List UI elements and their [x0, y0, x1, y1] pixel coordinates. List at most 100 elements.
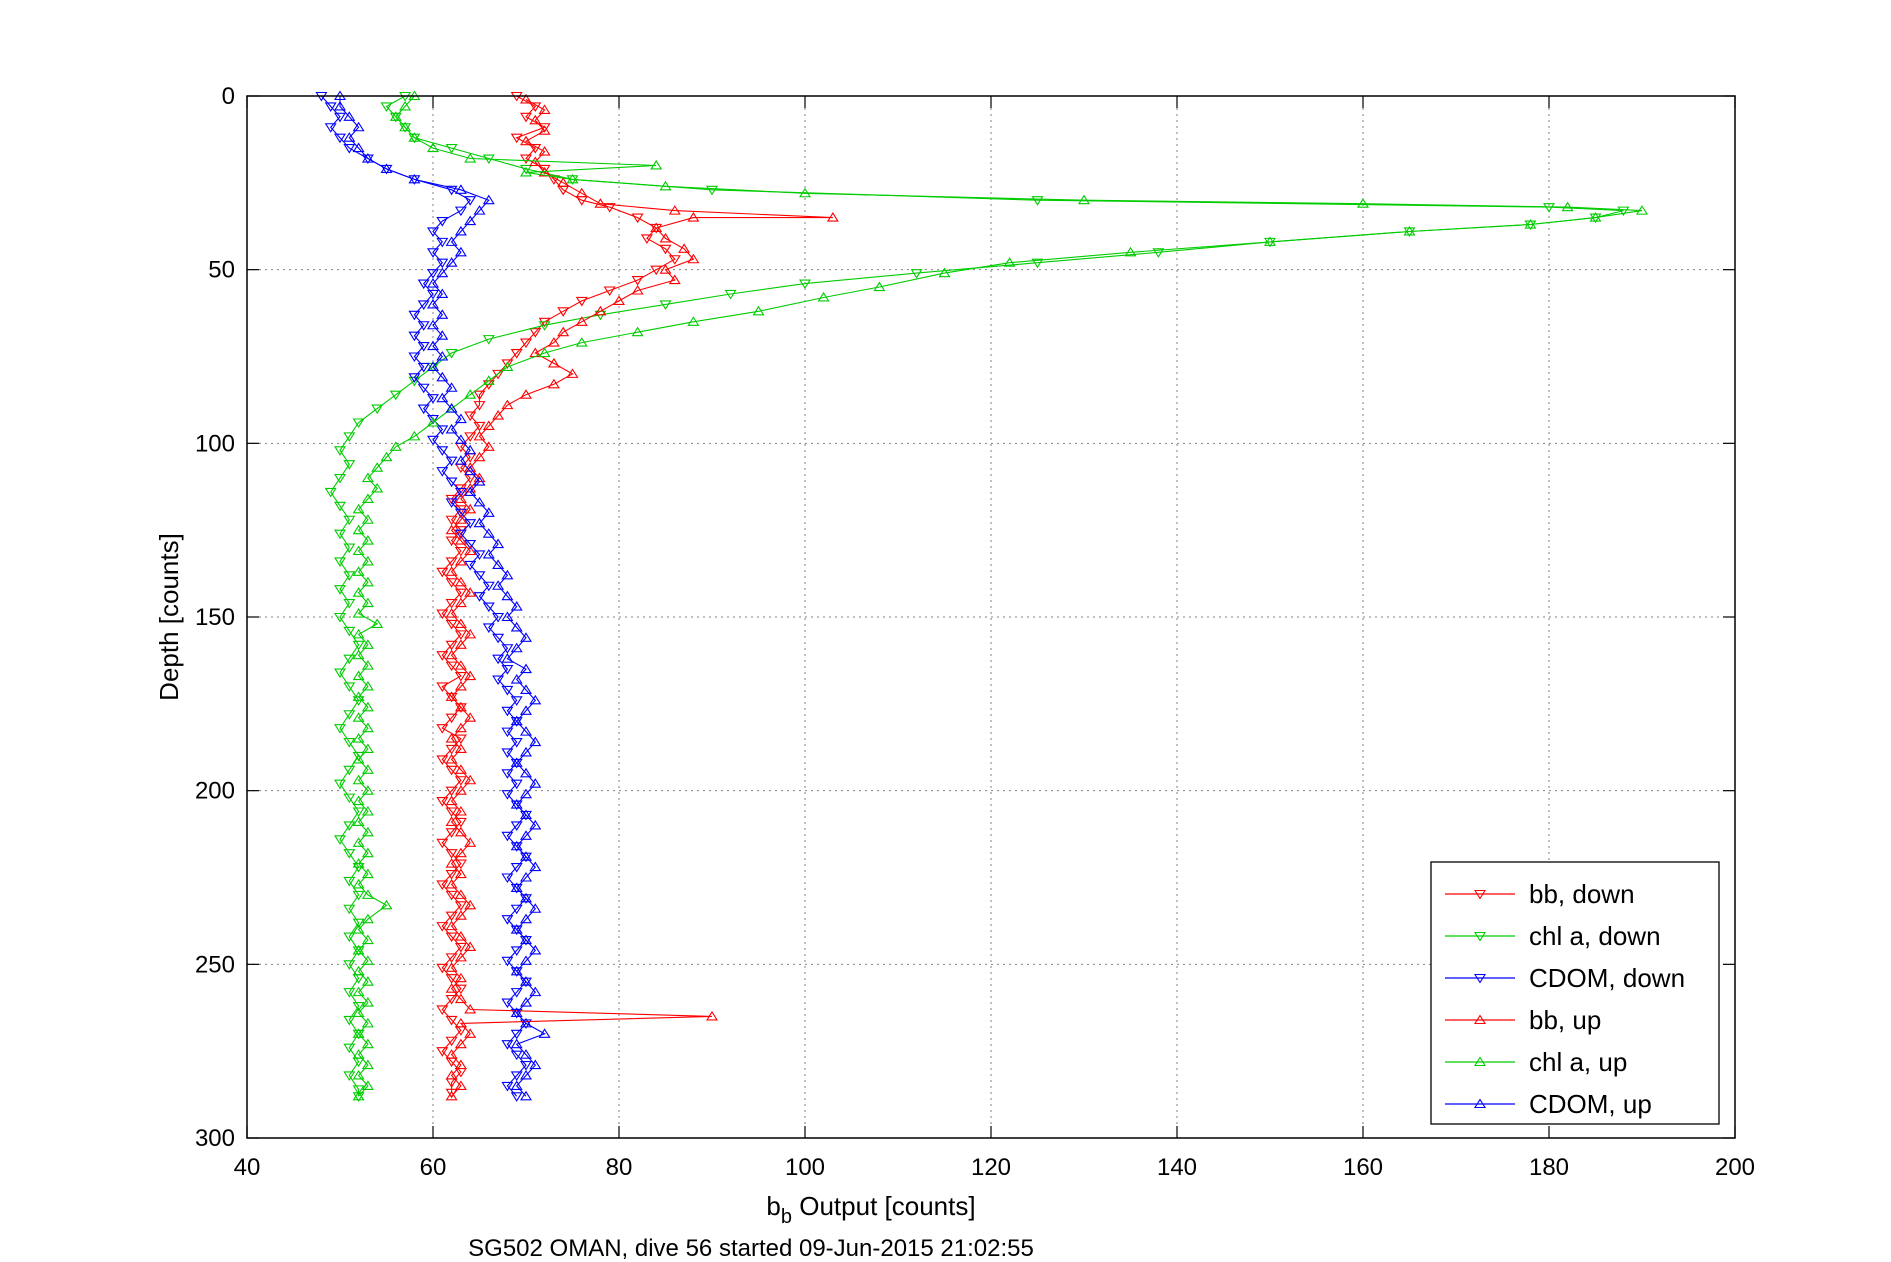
series-point: [445, 619, 458, 630]
series-point: [1543, 203, 1555, 213]
series-point: [343, 1043, 356, 1054]
series-point: [454, 776, 467, 786]
series-point: [352, 986, 365, 997]
series-point: [464, 941, 477, 952]
series-point: [361, 555, 374, 566]
series-point: [1078, 194, 1090, 205]
series-point: [603, 286, 616, 297]
series-point: [427, 142, 439, 153]
series-point: [343, 654, 356, 665]
series-point: [408, 430, 421, 441]
series-point: [520, 632, 532, 642]
series-point: [380, 163, 393, 173]
series-point: [538, 321, 551, 331]
series-point: [520, 705, 532, 715]
series-point: [361, 660, 374, 670]
series-point: [510, 1007, 523, 1018]
series-point: [445, 649, 458, 660]
series-point: [445, 640, 458, 651]
series-point: [454, 984, 467, 995]
series-point: [445, 423, 458, 434]
series-point: [445, 858, 458, 868]
series-point: [445, 144, 458, 154]
series-point: [492, 369, 505, 380]
series-point: [343, 988, 356, 998]
series-point: [464, 545, 477, 556]
series-point: [343, 710, 356, 720]
series-point: [473, 517, 486, 528]
series-point: [631, 213, 644, 224]
series-point: [445, 1069, 458, 1080]
series-point: [427, 435, 439, 446]
series-point: [361, 997, 374, 1007]
series-point: [520, 1017, 532, 1028]
series-point: [454, 942, 467, 953]
series-point: [334, 668, 346, 679]
series-point: [510, 601, 523, 611]
y-tick-label: 0: [222, 83, 235, 110]
series-point: [464, 540, 477, 550]
series-point: [464, 503, 477, 514]
series-point: [706, 1010, 718, 1021]
series-point: [464, 587, 477, 597]
series-point: [1636, 205, 1648, 215]
x-tick-label: 140: [1157, 1154, 1197, 1181]
series-point: [399, 100, 412, 111]
series-point: [371, 618, 384, 628]
legend-marker: [1474, 1098, 1486, 1109]
series-point: [510, 924, 523, 934]
series-point: [343, 793, 356, 804]
series-point: [352, 890, 365, 901]
series-point: [464, 774, 477, 785]
series-point: [501, 769, 514, 779]
series-point: [334, 779, 346, 790]
series-point: [520, 767, 532, 778]
series-point: [538, 146, 551, 156]
series-point: [520, 164, 532, 175]
series-point: [520, 976, 532, 986]
legend-marker: [1474, 889, 1486, 900]
series-point: [799, 187, 811, 198]
series-point: [520, 726, 532, 736]
series-point: [454, 630, 467, 640]
series-point: [520, 1090, 532, 1101]
series-point: [445, 1049, 458, 1059]
series-point: [361, 847, 374, 858]
series-point: [501, 685, 514, 696]
series-point: [501, 915, 514, 925]
series-point: [408, 173, 421, 184]
series-point: [501, 748, 514, 758]
x-tick-label: 180: [1529, 1154, 1569, 1181]
series-point: [464, 486, 477, 497]
legend-box: [1430, 861, 1720, 1125]
series-point: [427, 416, 439, 427]
series-point: [464, 1028, 477, 1038]
series-point: [352, 1007, 365, 1018]
series-point: [706, 185, 718, 196]
series-point: [510, 757, 523, 767]
series-point: [613, 295, 625, 305]
series-point: [334, 474, 346, 484]
series-point: [361, 913, 374, 924]
series-point: [343, 932, 356, 943]
series-point: [529, 819, 542, 830]
series-point: [510, 737, 523, 748]
series-point: [352, 1001, 365, 1012]
series-point: [408, 331, 421, 342]
series-point: [352, 795, 365, 806]
series-point: [464, 628, 477, 639]
series-point: [417, 279, 430, 290]
series-point: [529, 903, 542, 913]
series-point: [454, 434, 467, 444]
series-point: [520, 93, 532, 104]
series-point: [343, 111, 356, 121]
series-point: [724, 289, 737, 300]
series-point: [501, 590, 514, 601]
series-point: [501, 706, 514, 717]
series-point: [343, 432, 356, 442]
series-point: [361, 535, 374, 545]
series-point: [361, 826, 374, 837]
series-point: [575, 296, 588, 307]
series-point: [361, 1080, 374, 1090]
series-point: [445, 1015, 458, 1026]
